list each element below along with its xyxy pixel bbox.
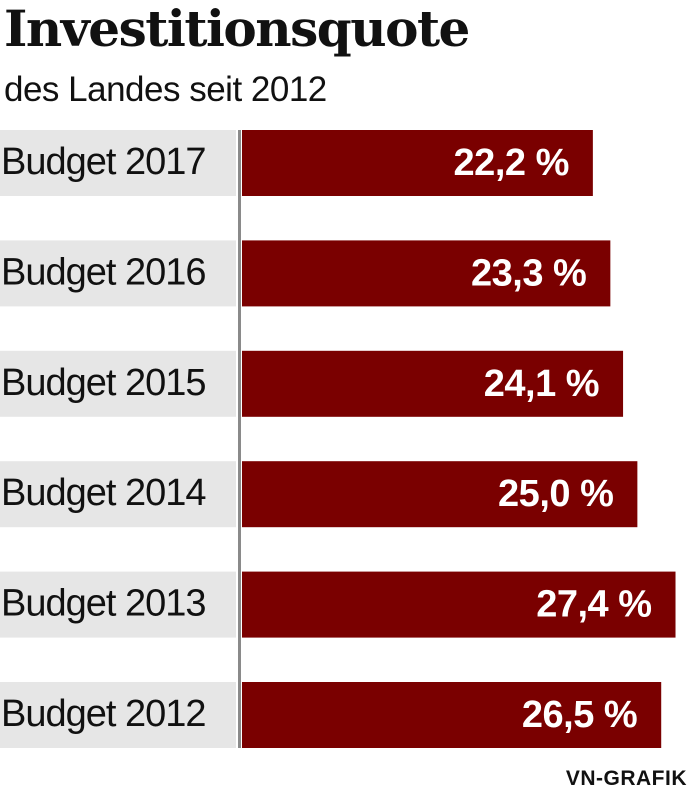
category-label: Budget 2014: [1, 472, 206, 514]
category-band: [0, 682, 236, 748]
value-label: 22,2 %: [454, 142, 569, 184]
category-label: Budget 2012: [1, 693, 206, 735]
category-band: [0, 240, 236, 307]
category-label: Budget 2017: [1, 141, 206, 183]
category-band: [0, 571, 236, 638]
category-label: Budget 2016: [1, 251, 206, 293]
category-label: Budget 2015: [1, 362, 206, 404]
value-label: 24,1 %: [484, 363, 599, 405]
value-label: 25,0 %: [498, 473, 613, 515]
axis-line: [238, 130, 241, 748]
category-band: [0, 461, 236, 528]
value-label: 23,3 %: [471, 252, 586, 294]
credit-label: VN-GRAFIK: [565, 767, 687, 790]
category-label: Budget 2013: [1, 583, 206, 625]
value-label: 26,5 %: [522, 694, 637, 736]
category-band: [0, 350, 236, 417]
bar: [242, 682, 662, 748]
bar: [242, 461, 638, 528]
category-band: [0, 130, 236, 196]
chart-title: Investitionsquote: [4, 0, 470, 58]
chart-subtitle: des Landes seit 2012: [4, 70, 327, 109]
bar: [242, 571, 676, 638]
bar: [242, 350, 624, 417]
value-label: 27,4 %: [536, 584, 651, 626]
bar: [242, 240, 611, 307]
bar: [242, 130, 593, 196]
